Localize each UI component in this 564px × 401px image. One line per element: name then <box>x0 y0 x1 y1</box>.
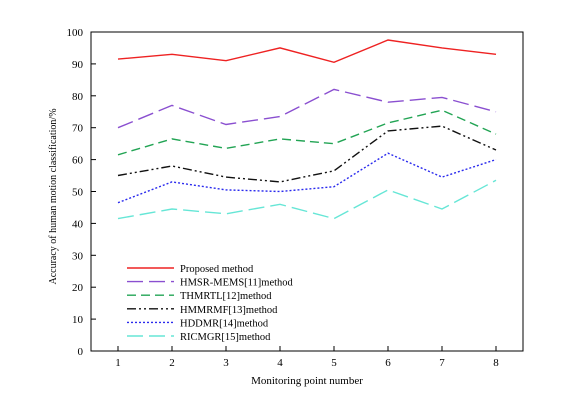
series-line-5 <box>117 152 497 204</box>
y-tick-label: 100 <box>67 27 84 39</box>
x-tick-label: 6 <box>385 357 391 369</box>
plot-area: 0 10 20 30 40 50 60 70 80 90 100 1 2 3 4 5 6 7 8 <box>67 27 524 369</box>
y-tick-label: 30 <box>72 250 84 262</box>
legend-label-2: HMSR-MEMS[11]method <box>180 278 294 289</box>
series-line-4 <box>117 125 497 183</box>
x-tick-label: 8 <box>493 357 499 369</box>
y-tick-label: 0 <box>78 346 84 358</box>
x-tick-label: 1 <box>115 357 121 369</box>
series-layer <box>117 39 497 220</box>
x-tick-label: 5 <box>331 357 337 369</box>
plot-frame <box>90 31 524 352</box>
y-tick-label: 80 <box>72 91 84 103</box>
y-tick-label: 60 <box>72 155 84 167</box>
series-line-3 <box>117 109 497 156</box>
x-tick-label: 4 <box>277 357 283 369</box>
series-line-1 <box>117 39 497 64</box>
y-axis-title: Accuracy of human motion classification/… <box>48 108 59 284</box>
legend-label-1: Proposed method <box>180 264 254 275</box>
y-tick-label: 50 <box>72 187 84 199</box>
y-tick-label: 40 <box>72 218 84 230</box>
legend-label-6: RICMGR[15]method <box>180 332 271 343</box>
y-tick-label: 70 <box>72 123 84 135</box>
x-tick-label: 7 <box>439 357 445 369</box>
series-line-2 <box>117 88 497 129</box>
legend-label-5: HDDMR[14]method <box>180 318 269 329</box>
x-tick-label: 3 <box>223 357 229 369</box>
y-tick-label: 90 <box>72 59 84 71</box>
legend: Proposed method HMSR-MEMS[11]method THMRTL… <box>127 264 294 343</box>
legend-label-3: THMRTL[12]method <box>180 291 272 302</box>
x-tick-label: 2 <box>169 357 175 369</box>
series-line-6 <box>117 179 497 220</box>
y-tick-label: 20 <box>72 282 84 294</box>
x-axis-title: Monitoring point number <box>251 375 363 387</box>
y-tick-label: 10 <box>72 314 84 326</box>
legend-label-4: HMMRMF[13]method <box>180 305 278 316</box>
